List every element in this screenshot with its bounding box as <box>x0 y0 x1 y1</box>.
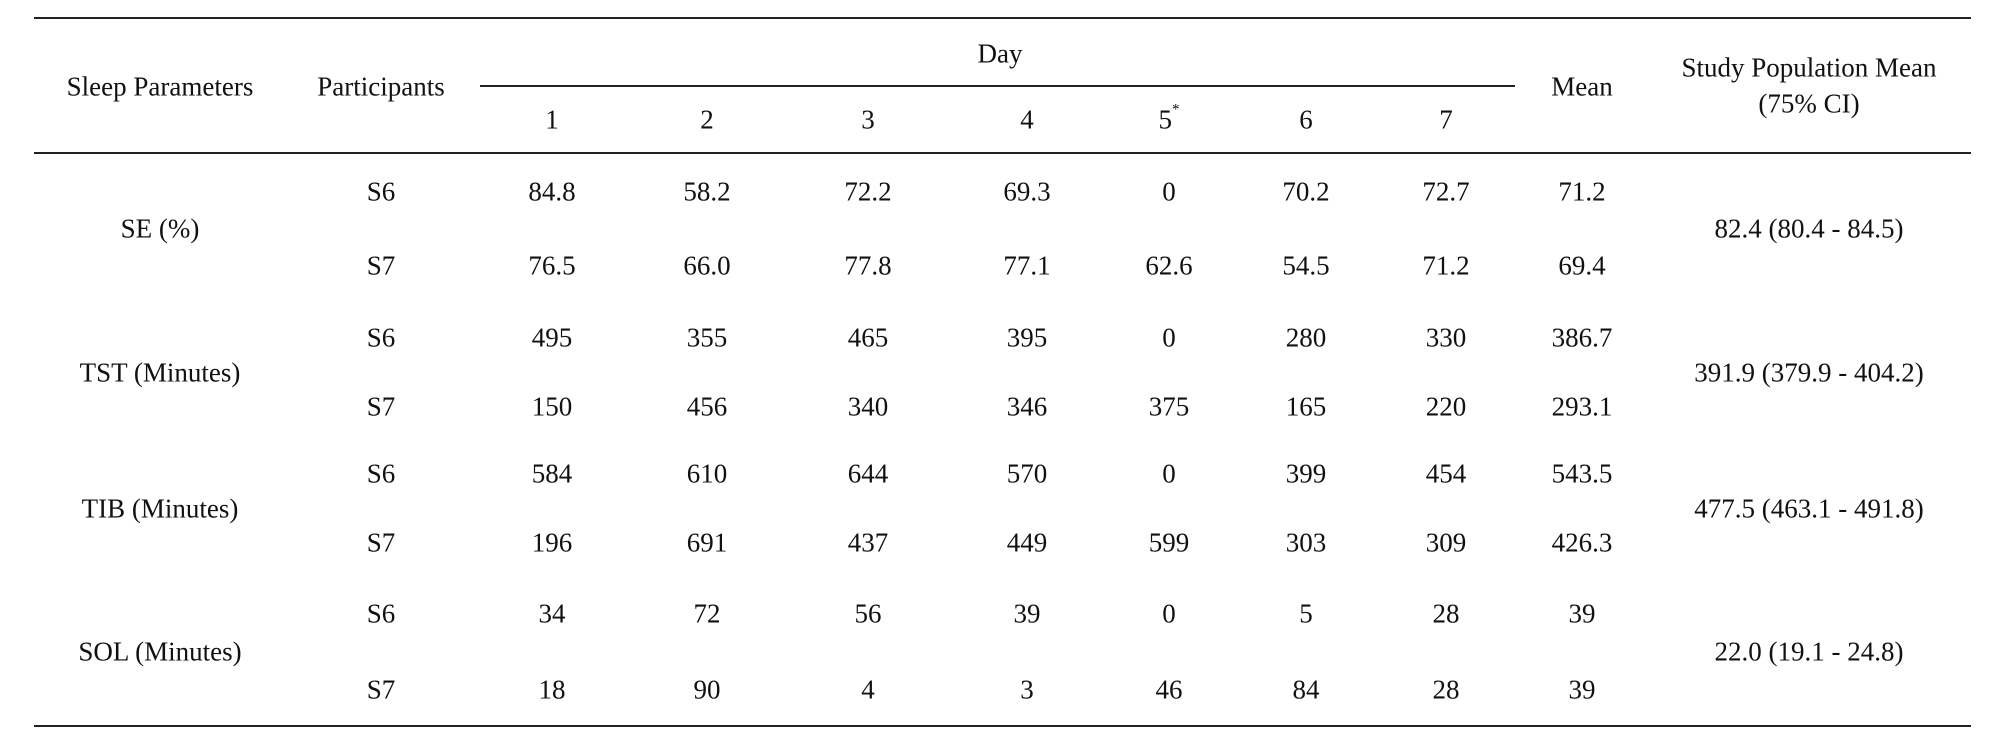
header-cell: Participants <box>317 71 445 102</box>
bottom-rule <box>34 725 1971 727</box>
value-cell: 449 <box>1006 527 1048 558</box>
value-cell: 56 <box>854 598 882 629</box>
header-cell: Mean <box>1551 71 1613 102</box>
day-header: 4 <box>1020 104 1034 135</box>
value-cell: 46 <box>1155 674 1183 705</box>
value-cell: 4 <box>861 674 875 705</box>
value-cell: 3 <box>1020 674 1034 705</box>
mean-cell: 69.4 <box>1558 250 1606 281</box>
value-cell: 599 <box>1148 527 1190 558</box>
value-cell: 165 <box>1285 391 1327 422</box>
day-header: 2 <box>700 104 714 135</box>
value-cell: 0 <box>1162 176 1176 207</box>
top-rule <box>34 17 1971 19</box>
value-cell: 454 <box>1425 458 1467 489</box>
value-cell: 570 <box>1006 458 1048 489</box>
value-cell: 84 <box>1292 674 1320 705</box>
participant-cell: S7 <box>366 391 396 422</box>
mean-cell: 386.7 <box>1551 322 1613 353</box>
value-cell: 77.1 <box>1003 250 1051 281</box>
header-cell: (75% CI) <box>1758 88 1860 119</box>
value-cell: 340 <box>847 391 889 422</box>
day-header: 3 <box>861 104 875 135</box>
value-cell: 375 <box>1148 391 1190 422</box>
value-cell: 77.8 <box>844 250 892 281</box>
value-cell: 62.6 <box>1145 250 1193 281</box>
value-cell: 34 <box>538 598 566 629</box>
value-cell: 456 <box>686 391 728 422</box>
value-cell: 28 <box>1432 598 1460 629</box>
value-cell: 76.5 <box>528 250 576 281</box>
day-header: 7 <box>1439 104 1453 135</box>
mean-cell: 39 <box>1568 674 1596 705</box>
value-cell: 346 <box>1006 391 1048 422</box>
population-mean-cell: 391.9 (379.9 - 404.2) <box>1694 357 1924 387</box>
participant-cell: S7 <box>366 250 396 281</box>
value-cell: 72 <box>693 598 721 629</box>
value-cell: 71.2 <box>1422 250 1470 281</box>
value-cell: 90 <box>693 674 721 705</box>
value-cell: 72.2 <box>844 176 892 207</box>
value-cell: 691 <box>686 527 728 558</box>
mean-cell: 543.5 <box>1551 458 1613 489</box>
parameter-cell: TIB (Minutes) <box>81 493 239 523</box>
population-mean-cell: 82.4 (80.4 - 84.5) <box>1714 213 1904 244</box>
value-cell: 70.2 <box>1282 176 1330 207</box>
value-cell: 18 <box>538 674 566 705</box>
value-cell: 66.0 <box>683 250 731 281</box>
day-header: 1 <box>545 104 559 135</box>
day-header: 6 <box>1299 104 1313 135</box>
value-cell: 54.5 <box>1282 250 1330 281</box>
value-cell: 58.2 <box>683 176 731 207</box>
value-cell: 495 <box>531 322 573 353</box>
header-cell: Day <box>977 38 1023 69</box>
value-cell: 0 <box>1162 598 1176 629</box>
participant-cell: S6 <box>366 176 396 207</box>
value-cell: 84.8 <box>528 176 576 207</box>
parameter-cell: SE (%) <box>120 213 200 244</box>
value-cell: 69.3 <box>1003 176 1051 207</box>
value-cell: 280 <box>1285 322 1327 353</box>
mean-cell: 71.2 <box>1558 176 1606 207</box>
participant-cell: S6 <box>366 598 396 629</box>
value-cell: 644 <box>847 458 889 489</box>
value-cell: 303 <box>1285 527 1327 558</box>
value-cell: 437 <box>847 527 889 558</box>
value-cell: 220 <box>1425 391 1467 422</box>
value-cell: 0 <box>1162 322 1176 353</box>
header-cell: Sleep Parameters <box>66 71 254 102</box>
value-cell: 196 <box>531 527 573 558</box>
participant-cell: S6 <box>366 322 396 353</box>
value-cell: 355 <box>686 322 728 353</box>
mean-cell: 426.3 <box>1551 527 1613 558</box>
header-rule <box>34 152 1971 154</box>
mean-cell: 39 <box>1568 598 1596 629</box>
value-cell: 28 <box>1432 674 1460 705</box>
value-cell: 399 <box>1285 458 1327 489</box>
header-cell: Study Population Mean <box>1681 52 1937 83</box>
participant-cell: S7 <box>366 674 396 705</box>
value-cell: 39 <box>1013 598 1041 629</box>
footnote-mark: * <box>1172 101 1180 118</box>
value-cell: 330 <box>1425 322 1467 353</box>
population-mean-cell: 477.5 (463.1 - 491.8) <box>1694 493 1924 523</box>
value-cell: 610 <box>686 458 728 489</box>
parameter-cell: SOL (Minutes) <box>78 636 242 667</box>
day-header: 5* <box>1158 101 1180 135</box>
population-mean-cell: 22.0 (19.1 - 24.8) <box>1714 636 1904 667</box>
value-cell: 309 <box>1425 527 1467 558</box>
parameter-cell: TST (Minutes) <box>79 357 241 387</box>
participant-cell: S7 <box>366 527 396 558</box>
day-rule <box>480 85 1515 87</box>
value-cell: 0 <box>1162 458 1176 489</box>
value-cell: 584 <box>531 458 573 489</box>
participant-cell: S6 <box>366 458 396 489</box>
mean-cell: 293.1 <box>1551 391 1613 422</box>
value-cell: 5 <box>1299 598 1313 629</box>
value-cell: 72.7 <box>1422 176 1470 207</box>
value-cell: 465 <box>847 322 889 353</box>
value-cell: 395 <box>1006 322 1048 353</box>
value-cell: 150 <box>531 391 573 422</box>
